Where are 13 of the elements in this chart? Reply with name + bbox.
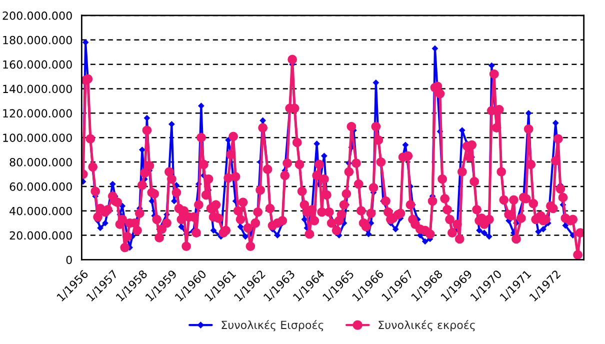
y-tick-label: 80.000.000 (10, 158, 72, 166)
y-tick-label: 120.000.000 (3, 109, 72, 118)
legend-label: Συνολικές εκροές (378, 320, 475, 332)
y-tick-label: 20.000.000 (10, 231, 72, 240)
legend-label: Συνολικές Εισροές (222, 320, 324, 332)
y-tick-label: 180.000.000 (3, 36, 72, 44)
y-tick-label: 40.000.000 (10, 206, 72, 216)
y-tick-label: 0 (66, 256, 72, 264)
y-tick-label: 140.000.000 (3, 84, 72, 94)
y-tick-label: 160.000.000 (3, 60, 72, 69)
y-tick-label: 200.000.000 (2, 11, 72, 20)
y-tick-label: 60.000.000 (10, 182, 72, 191)
y-tick-label: 100.000.000 (3, 134, 72, 142)
